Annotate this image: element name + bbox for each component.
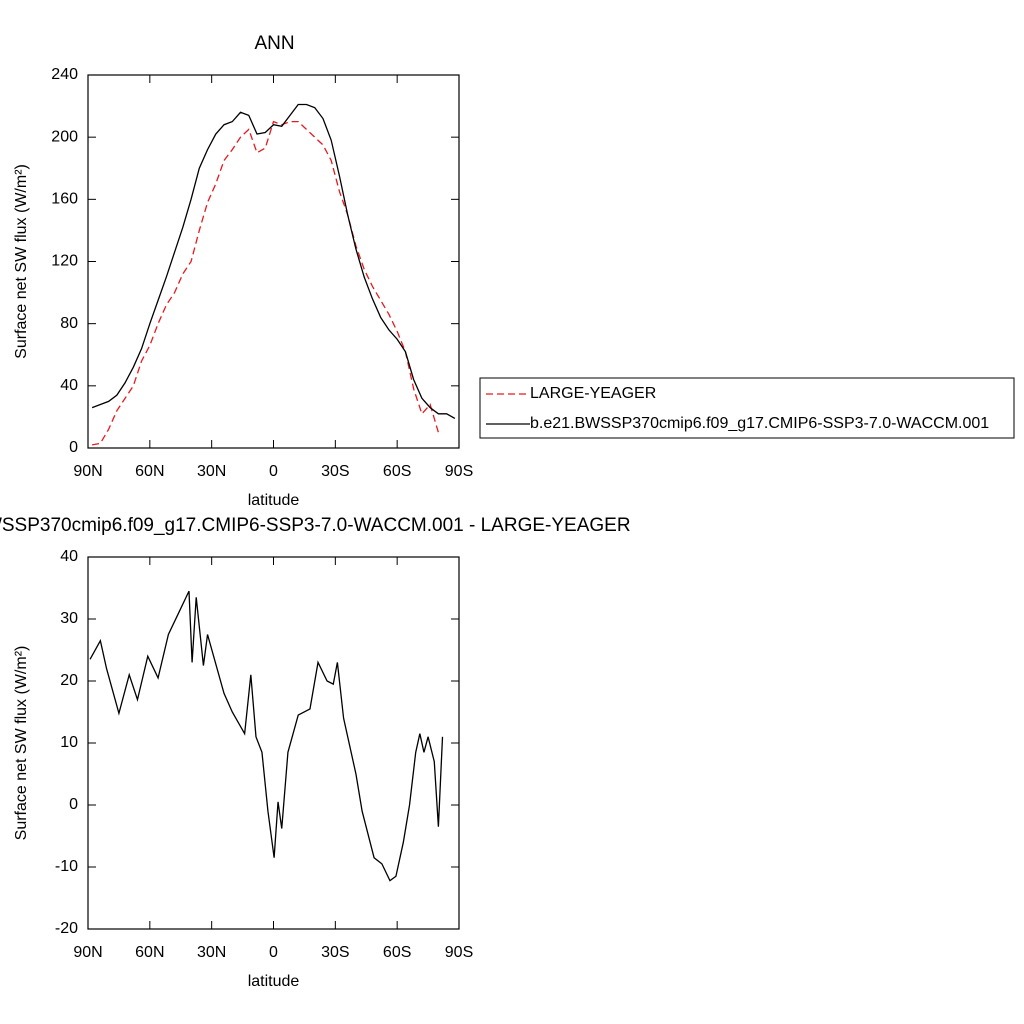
x-axis-label: latitude: [248, 973, 300, 990]
x-tick-label: 60S: [383, 463, 411, 480]
y-tick-label: 80: [60, 315, 78, 332]
y-tick-label: 200: [51, 128, 78, 145]
y-tick-label: 30: [60, 610, 78, 627]
y-tick-label: 120: [51, 253, 78, 270]
x-tick-label: 60N: [135, 463, 164, 480]
y-tick-label: -10: [55, 858, 78, 875]
y-tick-label: 40: [60, 548, 78, 565]
x-tick-label: 90N: [73, 463, 102, 480]
y-tick-label: 240: [51, 66, 78, 83]
x-tick-label: 60N: [135, 944, 164, 961]
y-tick-label: 0: [69, 796, 78, 813]
legend-label: LARGE-YEAGER: [530, 385, 656, 402]
chart-title: ANN: [254, 33, 294, 54]
chart-title: b.e21.BWSSP370cmip6.f09_g17.CMIP6-SSP3-7…: [0, 515, 631, 536]
x-tick-label: 30N: [197, 463, 226, 480]
legend-box: [479, 377, 1015, 439]
y-axis-label: Surface net SW flux (W/m²): [13, 164, 30, 359]
y-tick-label: 20: [60, 672, 78, 689]
y-tick-label: 40: [60, 377, 78, 394]
y-tick-label: 10: [60, 734, 78, 751]
x-tick-label: 30S: [321, 944, 349, 961]
x-tick-label: 60S: [383, 944, 411, 961]
y-axis-label: Surface net SW flux (W/m²): [13, 646, 30, 841]
y-tick-label: 160: [51, 191, 78, 208]
plot-frame: [87, 74, 460, 449]
x-tick-label: 0: [269, 944, 278, 961]
data-line: [91, 120, 440, 446]
x-tick-label: 30S: [321, 463, 349, 480]
x-tick-label: 90N: [73, 944, 102, 961]
legend-label: b.e21.BWSSP370cmip6.f09_g17.CMIP6-SSP3-7…: [530, 415, 989, 432]
data-line: [91, 103, 456, 420]
x-tick-label: 90S: [445, 463, 473, 480]
y-tick-label: 0: [69, 439, 78, 456]
data-line: [89, 590, 444, 882]
x-tick-label: 0: [269, 463, 278, 480]
x-axis-label: latitude: [248, 492, 300, 509]
y-tick-label: -20: [55, 920, 78, 937]
x-tick-label: 30N: [197, 944, 226, 961]
plot-frame: [87, 556, 460, 930]
x-tick-label: 90S: [445, 944, 473, 961]
